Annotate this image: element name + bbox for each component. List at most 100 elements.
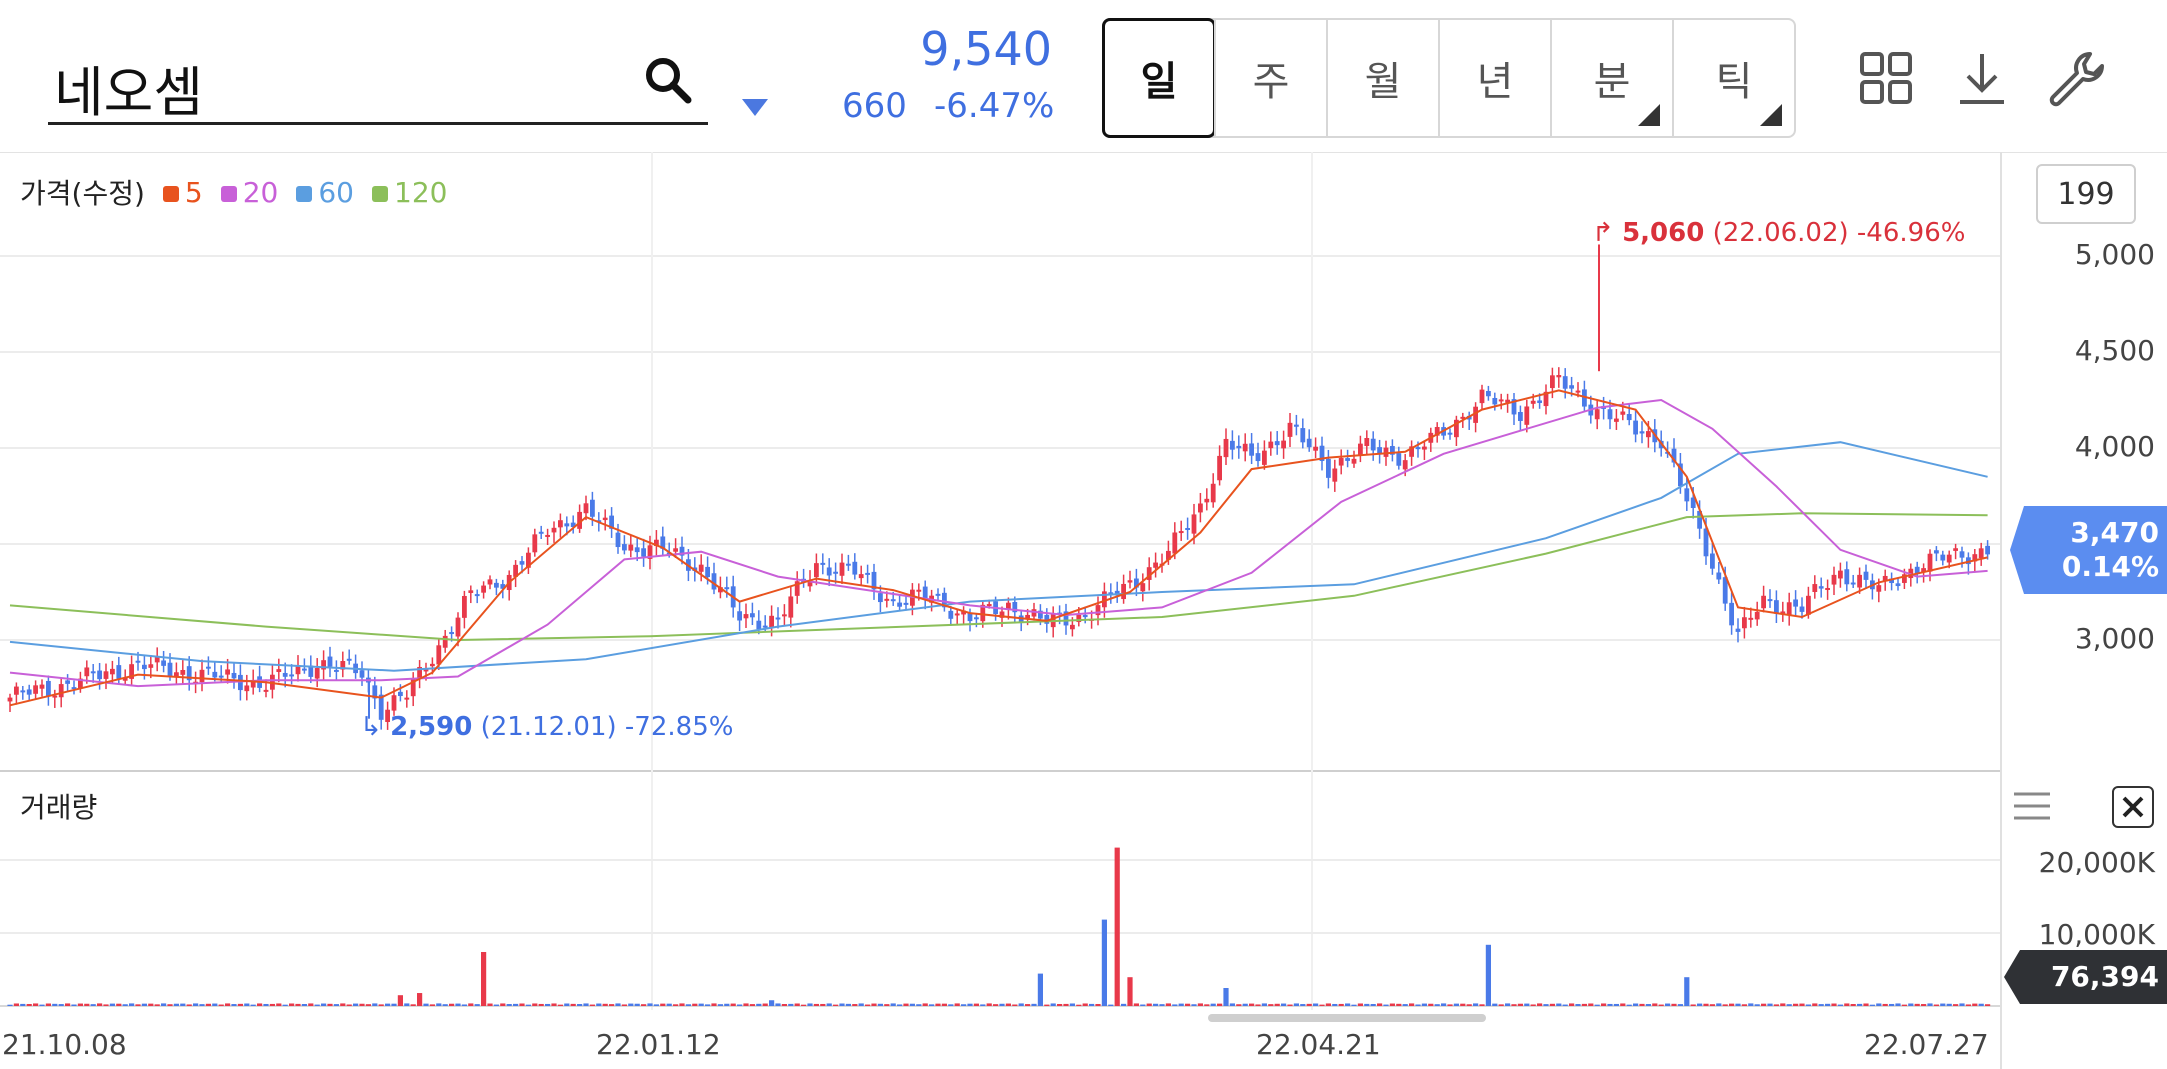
candle-body: [122, 677, 128, 681]
y-axis-panel: [2000, 152, 2167, 1069]
candle-body: [532, 534, 538, 553]
price-change-percent: -6.47%: [934, 86, 1055, 126]
candle-body: [628, 544, 634, 551]
volume-bar: [1844, 1003, 1850, 1006]
candle-body: [967, 612, 973, 622]
volume-bar: [1044, 1004, 1050, 1006]
candle-body: [1479, 389, 1485, 404]
tab-tick[interactable]: 틱: [1672, 20, 1794, 136]
candle-body: [455, 617, 461, 637]
candle-body: [1678, 463, 1683, 487]
candle-body: [564, 523, 570, 527]
volume-bar: [801, 1004, 807, 1006]
volume-bar: [1345, 1003, 1351, 1006]
volume-bar: [474, 1004, 480, 1006]
candle-body: [654, 539, 659, 547]
volume-bar: [1953, 1004, 1959, 1006]
candle-body: [1895, 583, 1901, 587]
candle-body: [1607, 409, 1613, 420]
volume-bar: [1217, 1003, 1223, 1006]
volume-bar: [858, 1003, 864, 1006]
volume-bar: [397, 995, 403, 1006]
candle-body: [174, 672, 179, 678]
volume-bar: [545, 1003, 551, 1006]
volume-bar: [1569, 1003, 1575, 1006]
volume-bar: [39, 1004, 45, 1006]
x-tick-label: 22.04.21: [1256, 1028, 1381, 1061]
volume-bar: [391, 1003, 397, 1006]
candle-count-button[interactable]: 199: [2036, 164, 2136, 224]
stock-search-field[interactable]: 네오셈: [48, 38, 708, 125]
volume-bar: [788, 1003, 794, 1006]
candle-body: [538, 531, 544, 534]
candle-body: [839, 562, 845, 576]
candle-body: [1294, 424, 1299, 427]
volume-bar: [1281, 1003, 1287, 1006]
volume-bar: [551, 1003, 557, 1006]
volume-bar: [1633, 1003, 1639, 1006]
volume-bar: [506, 1004, 512, 1006]
volume-bar: [903, 1003, 909, 1006]
candlestick-chart[interactable]: [0, 0, 2000, 1069]
volume-bar: [532, 1003, 538, 1006]
candle-body: [711, 573, 717, 590]
volume-bar: [289, 1003, 295, 1006]
volume-bar: [321, 1003, 327, 1006]
volume-bar: [986, 1003, 992, 1006]
menu-icon[interactable]: [2012, 790, 2052, 822]
candle-body: [724, 587, 730, 590]
volume-bar: [1255, 1004, 1261, 1006]
candle-body: [526, 552, 531, 568]
volume-bar: [282, 1004, 288, 1006]
volume-bar: [1927, 1003, 1933, 1006]
wrench-icon[interactable]: [2046, 48, 2106, 108]
candle-body: [762, 625, 768, 628]
chart-scrollbar[interactable]: [1208, 1014, 1486, 1022]
candle-body: [282, 672, 288, 677]
volume-bar: [1223, 988, 1229, 1006]
volume-bar: [1153, 1003, 1159, 1006]
grid-icon[interactable]: [1856, 48, 1916, 108]
volume-bar: [193, 1003, 199, 1006]
download-icon[interactable]: [1952, 48, 2012, 108]
volume-bar: [1690, 1004, 1696, 1006]
volume-bar: [1261, 1003, 1267, 1006]
candle-body: [1447, 432, 1453, 435]
close-volume-panel-button[interactable]: [2112, 786, 2154, 828]
volume-bar: [461, 1004, 467, 1006]
volume-bar: [417, 993, 423, 1006]
candle-body: [1876, 585, 1882, 592]
candle-body: [1818, 586, 1824, 589]
candle-body: [231, 672, 237, 679]
chevron-down-icon[interactable]: [740, 96, 770, 118]
candle-body: [647, 545, 653, 559]
candle-body: [1223, 438, 1229, 458]
tab-week[interactable]: 주: [1214, 20, 1326, 136]
search-icon[interactable]: [642, 54, 694, 106]
volume-bar: [1082, 1003, 1088, 1006]
volume-bar: [1089, 1003, 1095, 1006]
volume-bar: [410, 1004, 416, 1006]
candle-body: [1038, 610, 1043, 619]
volume-bar: [276, 1003, 282, 1006]
candle-body: [1703, 528, 1709, 557]
volume-bar: [269, 1003, 275, 1006]
tab-year[interactable]: 년: [1438, 20, 1550, 136]
volume-bar: [1050, 1003, 1056, 1006]
volume-bar: [1812, 1003, 1818, 1006]
volume-bar: [231, 1004, 237, 1006]
candle-body: [1639, 431, 1645, 434]
tab-month[interactable]: 월: [1326, 20, 1438, 136]
candle-body: [577, 511, 582, 529]
tab-minute[interactable]: 분: [1550, 20, 1672, 136]
volume-bar: [1773, 1004, 1779, 1006]
candle-body: [737, 611, 742, 621]
volume-bar: [916, 1004, 922, 1006]
legend-ma5: 5: [162, 176, 203, 209]
volume-bar: [1511, 1004, 1517, 1006]
volume-bar: [340, 1003, 346, 1006]
price-chart-panel[interactable]: [0, 152, 2000, 772]
volume-bar: [781, 1004, 787, 1006]
legend-ma60: 60: [296, 176, 354, 209]
candle-body: [602, 517, 608, 521]
